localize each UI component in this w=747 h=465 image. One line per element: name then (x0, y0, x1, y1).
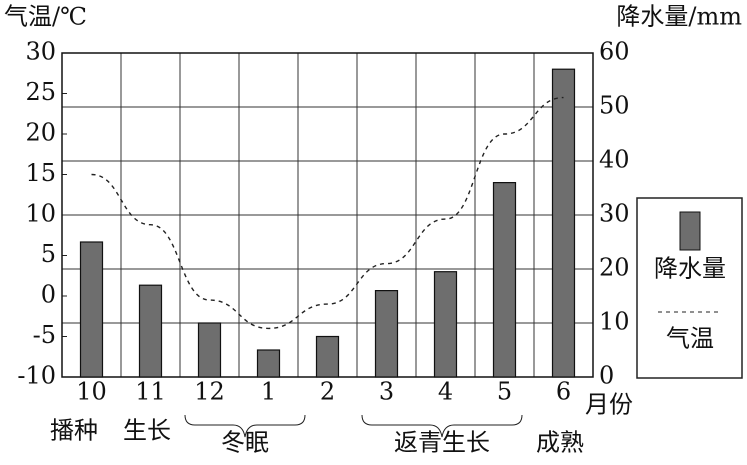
y2-tick-label: 30 (599, 200, 630, 228)
y-tick-label: -10 (17, 362, 56, 390)
temperature-line (91, 96, 564, 330)
bar (197, 322, 222, 378)
y2-tick-label: 40 (599, 146, 630, 174)
brace (184, 414, 306, 438)
stage-label: 生长 (123, 417, 171, 445)
x-tick-label: 1 (261, 378, 276, 406)
y2-tick-label: 0 (599, 362, 614, 390)
legend-box (636, 197, 743, 379)
stage-label: 播种 (50, 417, 98, 445)
y-tick-label: 0 (41, 281, 56, 309)
y2-tick-label: 20 (599, 254, 630, 282)
bar (138, 284, 163, 378)
bar (433, 271, 458, 378)
bar (492, 182, 517, 378)
x-tick-label: 4 (438, 378, 453, 406)
bar (551, 68, 576, 378)
x-tick-label: 12 (194, 378, 225, 406)
y-tick-label: 20 (25, 119, 56, 147)
stage-label: 冬眠 (221, 429, 269, 457)
brace (361, 414, 523, 438)
x-tick-label: 2 (320, 378, 335, 406)
stage-label: 成熟 (536, 429, 584, 457)
legend-label: 气温 (666, 325, 714, 353)
y2-tick-label: 60 (599, 38, 630, 66)
x-tick-label: 5 (497, 378, 512, 406)
legend-label: 降水量 (654, 255, 726, 283)
x-tick-label: 11 (135, 378, 166, 406)
x-tick-label: 3 (379, 378, 394, 406)
y-tick-label: 15 (25, 159, 56, 187)
y-tick-label: -5 (33, 321, 56, 349)
bar (256, 349, 281, 378)
bar (79, 241, 104, 378)
y-tick-label: 5 (41, 240, 56, 268)
bar (315, 335, 340, 378)
bar (374, 290, 399, 378)
y2-axis-title: 降水量/mm (616, 3, 742, 31)
y-tick-label: 10 (25, 200, 56, 228)
x-tick-label: 10 (76, 378, 107, 406)
y-axis-title: 气温/℃ (4, 3, 87, 31)
x-tick-label: 6 (556, 378, 571, 406)
y2-tick-label: 10 (599, 308, 630, 336)
y2-tick-label: 50 (599, 92, 630, 120)
y-tick-label: 30 (25, 38, 56, 66)
legend-swatch (679, 211, 701, 251)
y-tick-label: 25 (25, 78, 56, 106)
x-axis-title: 月份 (585, 391, 633, 419)
stage-label: 返青生长 (394, 429, 490, 457)
